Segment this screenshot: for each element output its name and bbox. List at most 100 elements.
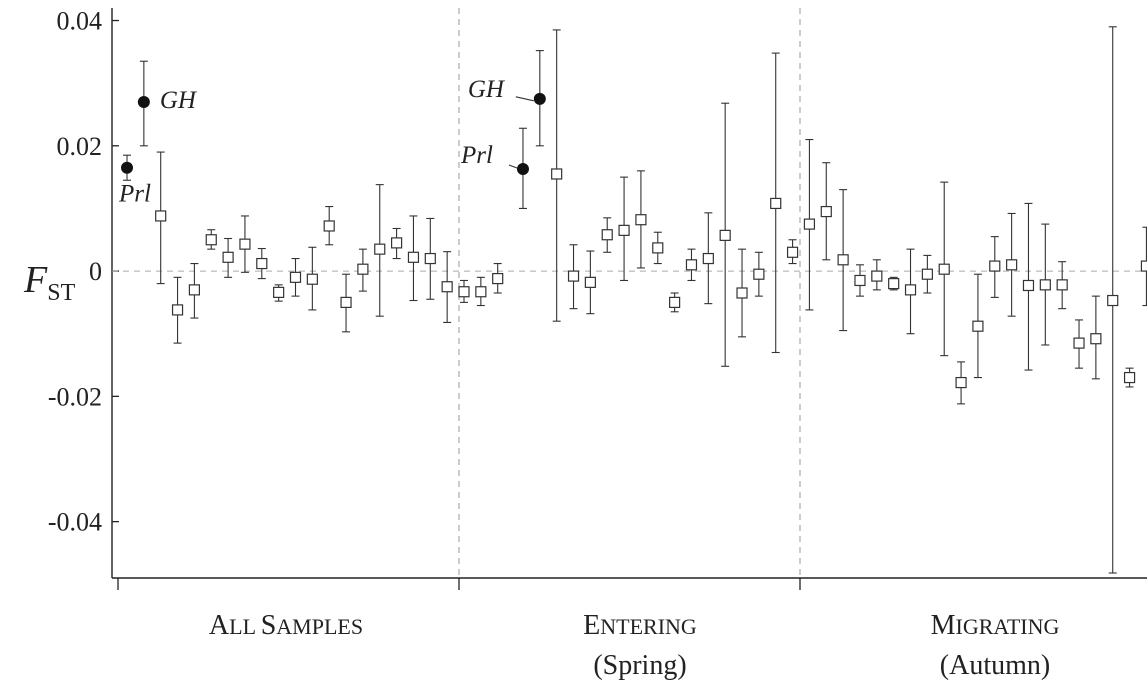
- group-label-all-samples: ALL SAMPLES: [209, 610, 363, 641]
- data-point: [1023, 203, 1033, 370]
- square-marker: [619, 225, 629, 235]
- square-marker: [1125, 373, 1135, 383]
- data-point: [392, 228, 402, 258]
- data-point: [1091, 296, 1101, 379]
- data-point: [636, 171, 646, 268]
- square-marker: [358, 264, 368, 274]
- y-axis-label-sub: ST: [47, 280, 75, 306]
- square-marker: [973, 321, 983, 331]
- square-marker: [788, 247, 798, 257]
- data-point: [686, 249, 696, 280]
- data-point: [619, 177, 629, 280]
- data-point: [552, 30, 562, 321]
- y-tick-label: -0.04: [48, 508, 102, 537]
- square-marker: [189, 285, 199, 295]
- square-marker: [889, 279, 899, 289]
- annotation-label: GH: [468, 76, 506, 103]
- data-point: [990, 237, 1000, 298]
- square-marker: [375, 244, 385, 254]
- data-point: [1057, 262, 1067, 309]
- data-point: [939, 182, 949, 356]
- data-point: [670, 293, 680, 312]
- data-point: [653, 232, 663, 263]
- square-marker: [476, 287, 486, 297]
- data-point: [476, 277, 486, 305]
- data-point: [956, 362, 966, 404]
- data-point: [754, 252, 764, 296]
- data-point: [173, 277, 183, 343]
- data-point: [493, 264, 503, 293]
- square-marker: [257, 259, 267, 269]
- outlier-point: [138, 61, 150, 146]
- square-marker: [720, 230, 730, 240]
- square-marker: [956, 378, 966, 388]
- data-point: [788, 240, 798, 264]
- square-marker: [771, 198, 781, 208]
- annotation-label: Prl: [460, 142, 493, 169]
- data-point: [408, 216, 418, 301]
- data-point: [1141, 227, 1147, 305]
- square-marker: [156, 211, 166, 221]
- data-point: [602, 218, 612, 252]
- y-axis-label: FST: [23, 259, 76, 306]
- group-label-migrating: MIGRATING: [931, 610, 1060, 641]
- square-marker: [291, 272, 301, 282]
- square-marker: [408, 252, 418, 262]
- square-marker: [442, 282, 452, 292]
- group-label-entering: ENTERING: [583, 610, 697, 641]
- data-point: [585, 251, 595, 314]
- square-marker: [838, 255, 848, 265]
- square-marker: [1074, 338, 1084, 348]
- square-marker: [990, 261, 1000, 271]
- square-marker: [206, 235, 216, 245]
- data-point: [906, 249, 916, 334]
- filled-marker: [534, 93, 546, 105]
- data-point: [240, 216, 250, 272]
- data-point: [922, 255, 932, 293]
- square-marker: [459, 287, 469, 297]
- data-point: [838, 190, 848, 331]
- data-point: [459, 280, 469, 302]
- square-marker: [341, 297, 351, 307]
- data-point: [1125, 368, 1135, 387]
- data-point: [291, 259, 301, 297]
- data-point: [855, 265, 865, 296]
- data-points: [121, 27, 1147, 573]
- square-marker: [1057, 280, 1067, 290]
- square-marker: [1091, 334, 1101, 344]
- filled-marker: [517, 163, 529, 175]
- data-point: [872, 260, 882, 290]
- outlier-point: [121, 155, 133, 180]
- y-tick-label: 0: [89, 257, 102, 286]
- square-marker: [737, 288, 747, 298]
- data-point: [425, 218, 435, 299]
- square-marker: [307, 274, 317, 284]
- data-point: [569, 245, 579, 309]
- data-point: [1108, 27, 1118, 573]
- annotations: PrlGHGHPrlC67b: [118, 76, 1147, 208]
- annotation-label: GH: [160, 87, 198, 114]
- square-marker: [1040, 280, 1050, 290]
- square-marker: [392, 238, 402, 248]
- data-point: [737, 249, 747, 337]
- square-marker: [173, 305, 183, 315]
- square-marker: [1023, 280, 1033, 290]
- data-point: [156, 152, 166, 284]
- filled-marker: [138, 96, 150, 108]
- square-marker: [872, 271, 882, 281]
- square-marker: [821, 207, 831, 217]
- data-point: [1040, 224, 1050, 345]
- data-point: [1074, 320, 1084, 368]
- square-marker: [425, 254, 435, 264]
- square-marker: [670, 297, 680, 307]
- square-marker: [324, 221, 334, 231]
- square-marker: [569, 271, 579, 281]
- data-point: [771, 53, 781, 352]
- data-point: [973, 274, 983, 377]
- square-marker: [636, 215, 646, 225]
- data-point: [821, 163, 831, 260]
- y-axis-label-main: F: [23, 259, 48, 301]
- data-point: [703, 213, 713, 304]
- data-point: [804, 140, 814, 310]
- square-marker: [686, 260, 696, 270]
